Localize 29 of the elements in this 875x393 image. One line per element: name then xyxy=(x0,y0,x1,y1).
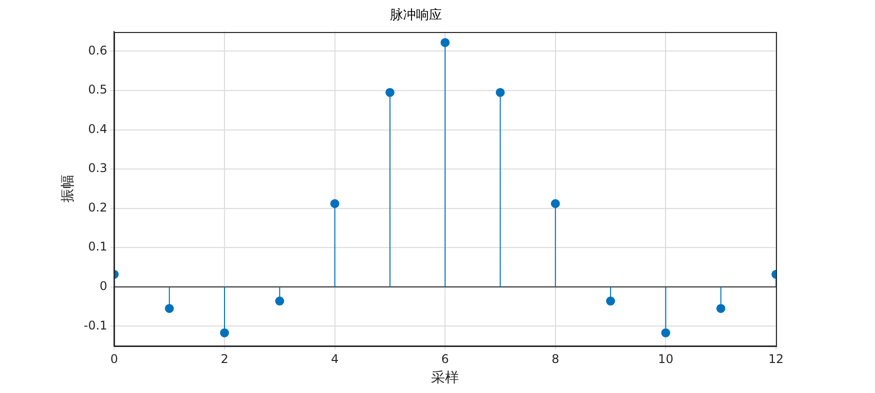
y-tick-label: 0.5 xyxy=(88,82,108,97)
point xyxy=(550,199,560,208)
point xyxy=(496,88,505,97)
point xyxy=(440,38,450,48)
y-tick-label: 0.3 xyxy=(88,161,108,176)
point xyxy=(164,304,174,313)
point xyxy=(275,296,284,306)
x-axis-title: 采样 xyxy=(431,370,460,386)
point xyxy=(661,328,670,338)
x-tick-label: 2 xyxy=(220,352,228,366)
x-tick-label: 10 xyxy=(658,352,674,366)
y-tick-label: -0.1 xyxy=(84,318,108,332)
y-tick-label: 0.4 xyxy=(88,122,108,136)
point xyxy=(330,199,340,208)
y-axis-title: 振幅 xyxy=(60,174,76,203)
point xyxy=(606,296,616,306)
y-tick-label: 0 xyxy=(100,279,108,294)
point xyxy=(716,304,726,313)
x-tick-label: 8 xyxy=(552,352,560,366)
x-tick-label: 6 xyxy=(441,352,449,366)
y-tick-label: 0.6 xyxy=(88,43,108,58)
chart-title: 脉冲响应 xyxy=(390,7,442,24)
x-tick-label: 0 xyxy=(110,352,118,366)
y-tick-label: 0.2 xyxy=(88,200,108,214)
y-tick-label: 0.1 xyxy=(88,240,108,254)
x-tick-label: 4 xyxy=(330,352,339,366)
point xyxy=(385,88,394,97)
x-tick-label: 12 xyxy=(768,352,784,366)
point xyxy=(220,328,230,338)
